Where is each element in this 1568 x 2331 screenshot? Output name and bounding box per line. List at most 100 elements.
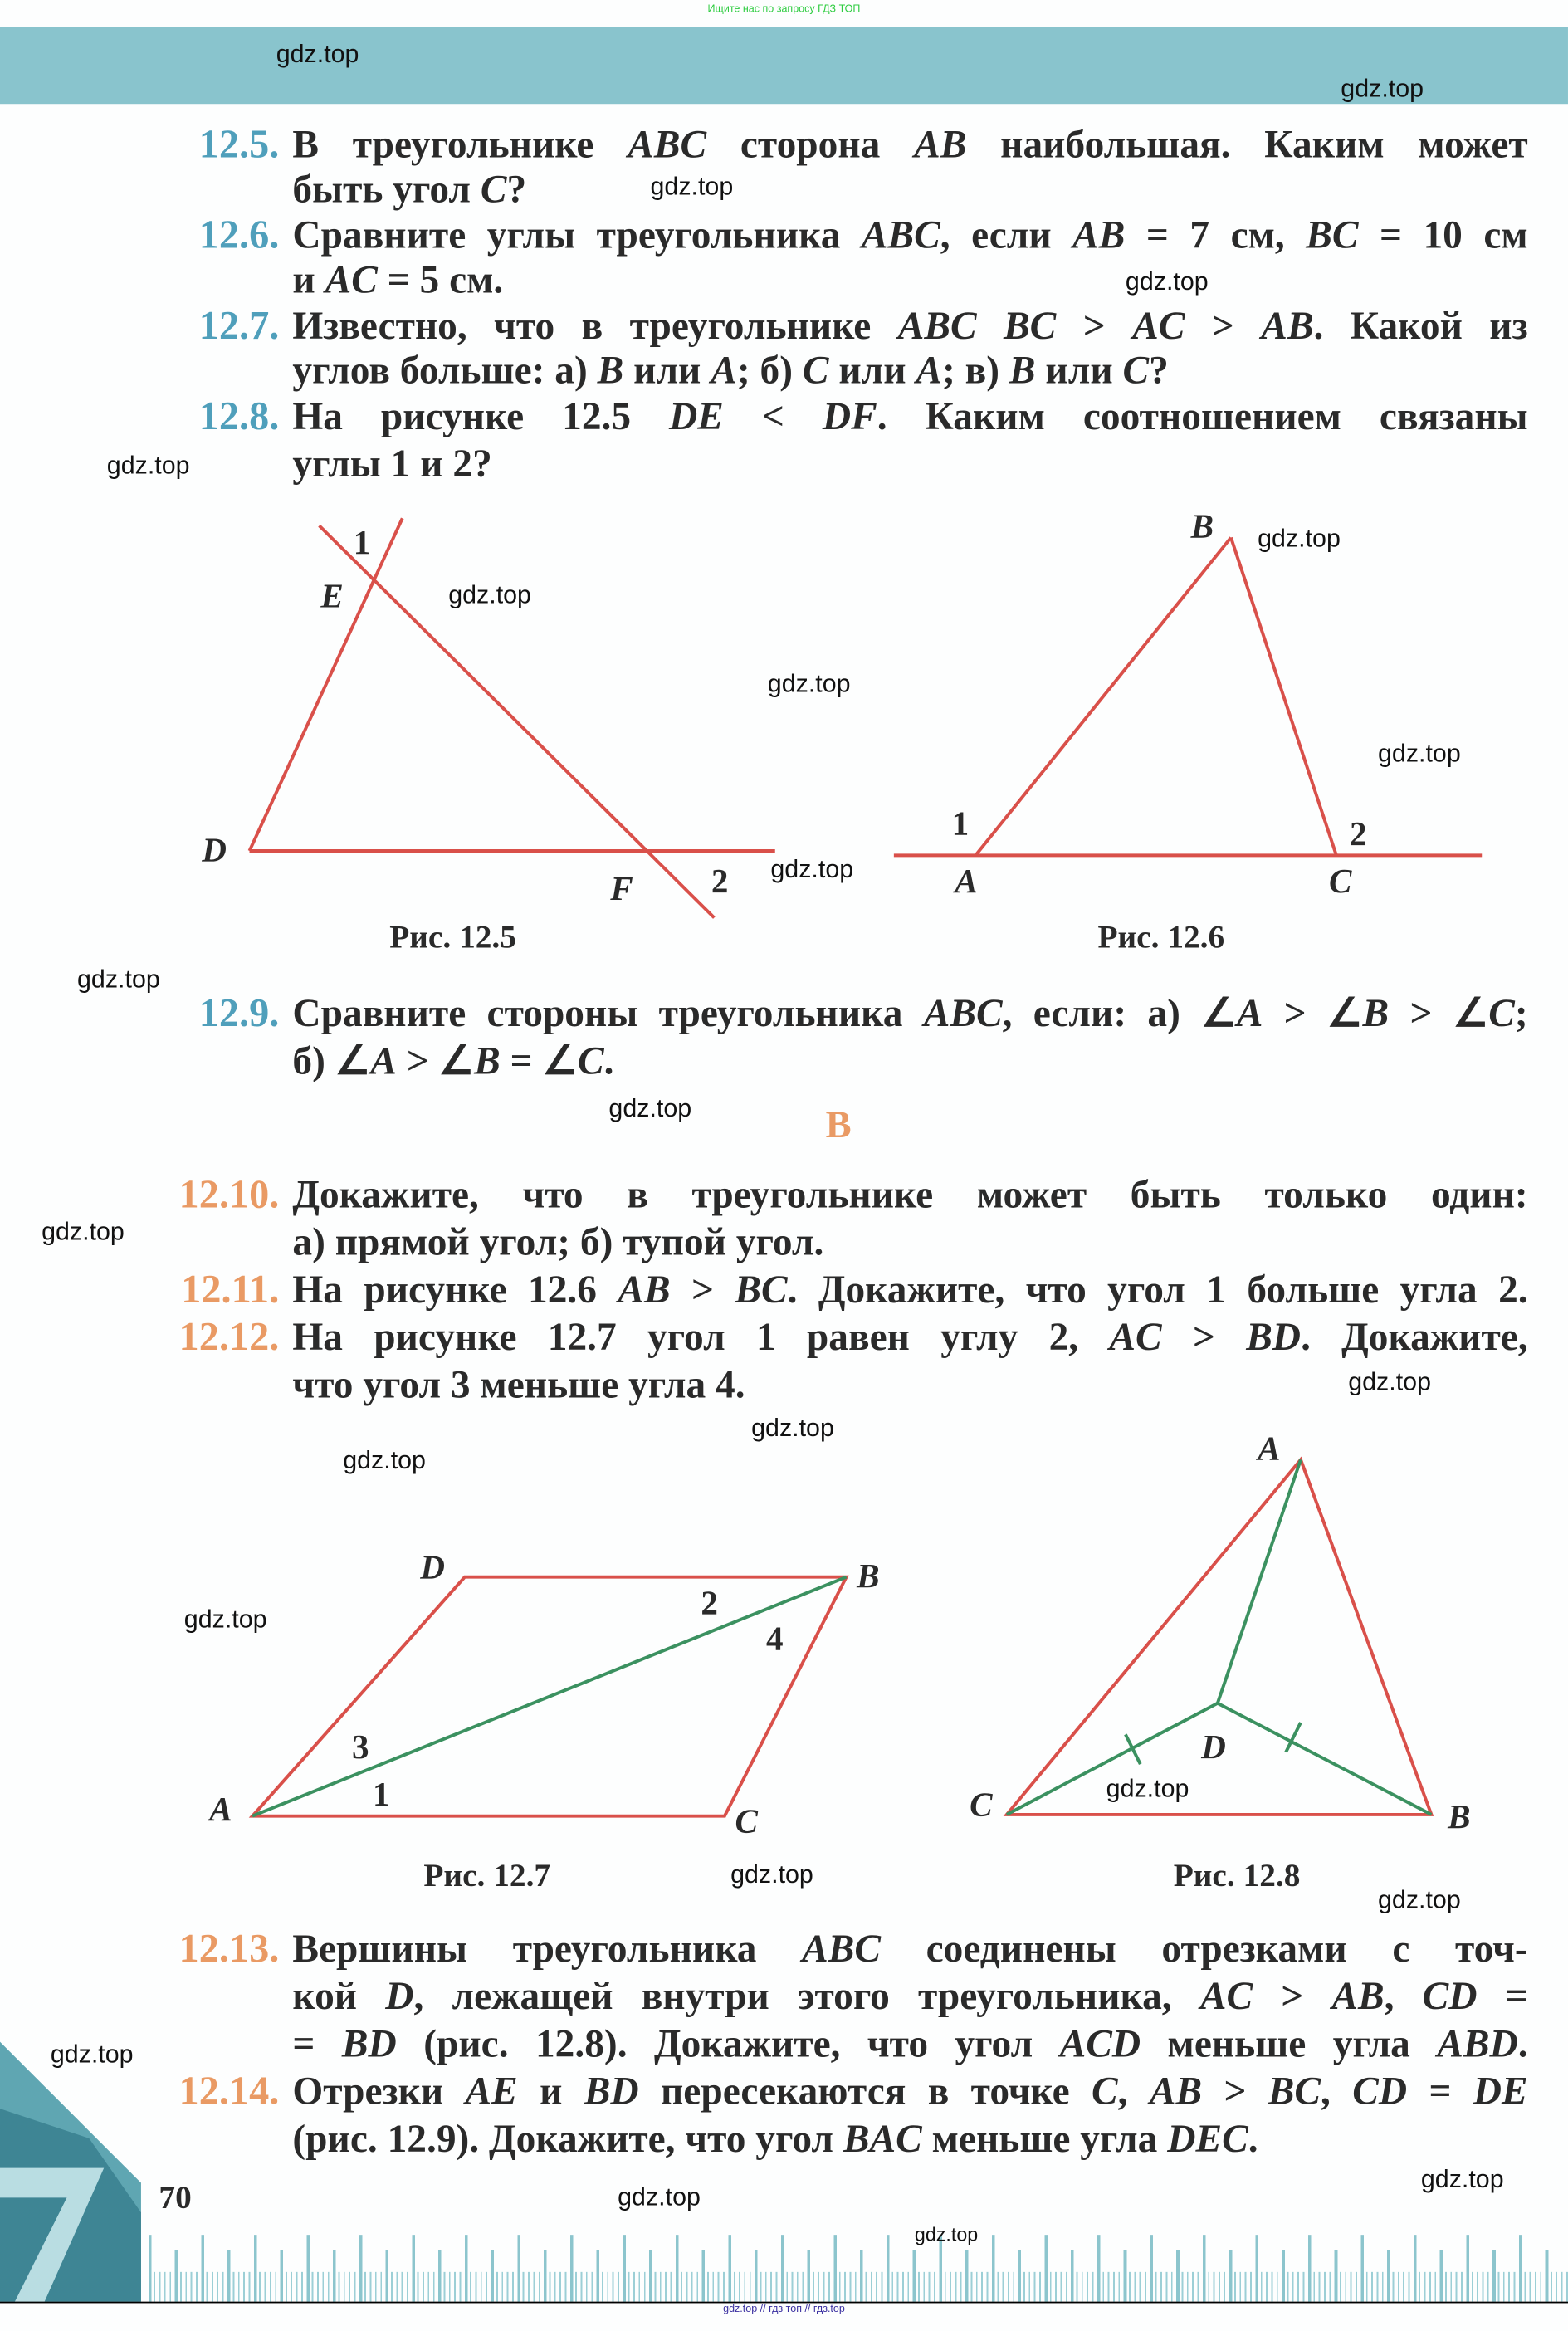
figure-caption: Рис. 12.7 <box>423 1856 551 1894</box>
segment-cd <box>1005 1702 1219 1816</box>
label-angle-1: 1 <box>354 523 371 561</box>
segment-ad <box>1215 1459 1302 1704</box>
problem-text-line: = BD (рис. 12.8). Докажите, что угол ACD… <box>292 2021 1528 2066</box>
figure-12-7 <box>248 1575 849 1818</box>
problem-number: 12.12. <box>178 1314 280 1359</box>
ruler-decoration <box>148 2235 1568 2302</box>
label-d: D <box>419 1547 445 1586</box>
label-b: B <box>1190 507 1214 545</box>
problem-text-line: Известно, что в треугольнике ABC BC > AC… <box>292 302 1528 348</box>
watermark: gdz.top <box>1341 74 1424 103</box>
watermark: gdz.top <box>50 2040 134 2069</box>
figure-12-5 <box>247 517 775 919</box>
side-bc <box>1229 536 1338 856</box>
label-c: C <box>970 1786 993 1824</box>
figure-caption: Рис. 12.6 <box>1097 917 1225 955</box>
problem-text-line: Вершины треугольника ABC соединены отрез… <box>292 1926 1528 1971</box>
watermark: gdz.top <box>343 1446 426 1475</box>
problem-text-line: (рис. 12.9). Докажите, что угол BAC мень… <box>292 2116 1258 2161</box>
watermark: gdz.top <box>1420 2165 1504 2194</box>
figure-caption: Рис. 12.8 <box>1173 1856 1301 1894</box>
watermark: gdz.top <box>650 172 734 201</box>
problem-text-line: Докажите, что в треугольнике может быть … <box>292 1171 1528 1217</box>
page-number: 70 <box>159 2178 192 2216</box>
watermark: gdz.top <box>751 1413 834 1442</box>
watermark: gdz.top <box>1378 1885 1461 1914</box>
problem-text-line: На рисунке 12.6 AB > BC. Докажите, что у… <box>292 1266 1528 1312</box>
problem-text-line: быть угол C? <box>292 166 527 212</box>
watermark: gdz.top <box>183 1605 267 1634</box>
problem-number: 12.6. <box>198 212 280 257</box>
problem-text-line: Сравните стороны треугольника ABC, если:… <box>292 990 1528 1035</box>
label-c: C <box>1329 862 1352 900</box>
figure-12-6 <box>893 536 1483 858</box>
label-angle-2: 2 <box>711 862 729 900</box>
problem-number: 12.7. <box>198 302 280 348</box>
problem-text-line: В треугольнике ABC сторона AB наибольшая… <box>292 121 1528 167</box>
figure-12-8 <box>1003 1456 1434 1816</box>
watermark: gdz.top <box>1348 1367 1431 1396</box>
label-a: A <box>952 862 977 900</box>
label-e: E <box>320 577 343 615</box>
problem-text-line: На рисунке 12.5 DE < DF. Каким соотношен… <box>292 393 1528 438</box>
watermark: gdz.top <box>106 451 190 480</box>
problem-number: 12.13. <box>178 1926 280 1971</box>
problem-number: 12.10. <box>178 1171 280 1217</box>
watermark: gdz.top <box>1258 524 1341 553</box>
watermark: gdz.top <box>618 2182 701 2211</box>
bottom-note: gdz.top // гдз топ // гдз.top <box>723 2304 845 2315</box>
label-angle-1: 1 <box>373 1775 390 1813</box>
problem-text-line: углы 1 и 2? <box>292 441 492 486</box>
side-ab <box>974 536 1233 857</box>
line-de <box>247 517 404 852</box>
watermark: gdz.top <box>608 1094 692 1123</box>
bottom-divider <box>0 2301 1568 2304</box>
top-search-note: Ищите нас по запросу ГДЗ ТОП <box>707 4 861 15</box>
header-banner <box>0 27 1568 105</box>
label-a: A <box>207 1790 232 1828</box>
label-c: C <box>735 1801 758 1840</box>
problem-number: 12.11. <box>181 1266 280 1312</box>
problem-text-line: и AC = 5 см. <box>292 257 504 302</box>
problem-number: 12.5. <box>198 121 280 167</box>
section-header: В <box>825 1103 852 1146</box>
label-d: D <box>201 831 227 869</box>
problem-text-line: Отрезки AE и BD пересекаются в точке C, … <box>292 2068 1528 2114</box>
problem-text-line: б) ∠A > ∠B = ∠C. <box>292 1038 614 1083</box>
problem-number: 12.9. <box>198 990 280 1035</box>
tick-mark-bd <box>1284 1722 1302 1753</box>
problem-text-line: кой D, лежащей внутри этого треугольника… <box>292 1973 1528 2018</box>
problem-text-line: а) прямой угол; б) тупой угол. <box>292 1219 824 1264</box>
tick-mark-cd <box>1124 1733 1142 1765</box>
watermark: gdz.top <box>770 855 854 884</box>
problem-text-line: Сравните углы треугольника ABC, если AB … <box>292 212 1528 257</box>
watermark: gdz.top <box>42 1217 125 1246</box>
problem-number: 12.8. <box>198 393 280 438</box>
label-angle-2: 2 <box>701 1583 718 1621</box>
watermark: gdz.top <box>77 965 160 994</box>
diagonal-ab <box>252 1575 848 1818</box>
watermark: gdz.top <box>730 1860 813 1889</box>
label-angle-1: 1 <box>952 804 970 842</box>
watermark: gdz.top <box>276 40 359 69</box>
figure-caption: Рис. 12.5 <box>389 917 516 955</box>
label-b: B <box>1447 1797 1470 1835</box>
label-d: D <box>1200 1727 1226 1766</box>
watermark: gdz.top <box>1378 739 1461 768</box>
segment-bd <box>1216 1702 1433 1816</box>
problem-text-line: что угол 3 меньше угла 4. <box>292 1361 745 1406</box>
label-b: B <box>856 1556 879 1595</box>
watermark: gdz.top <box>448 580 531 609</box>
watermark: gdz.top <box>1125 266 1209 296</box>
label-angle-3: 3 <box>352 1727 369 1766</box>
problem-text-line: углов больше: а) B или A; б) C или A; в)… <box>292 347 1169 393</box>
problem-number: 12.14. <box>178 2068 280 2114</box>
label-angle-2: 2 <box>1350 814 1367 853</box>
label-angle-4: 4 <box>766 1619 784 1657</box>
triangle-abc <box>1003 1456 1434 1816</box>
watermark: gdz.top <box>767 669 851 698</box>
label-a: A <box>1255 1429 1280 1467</box>
chapter-7-decoration <box>0 2041 141 2302</box>
